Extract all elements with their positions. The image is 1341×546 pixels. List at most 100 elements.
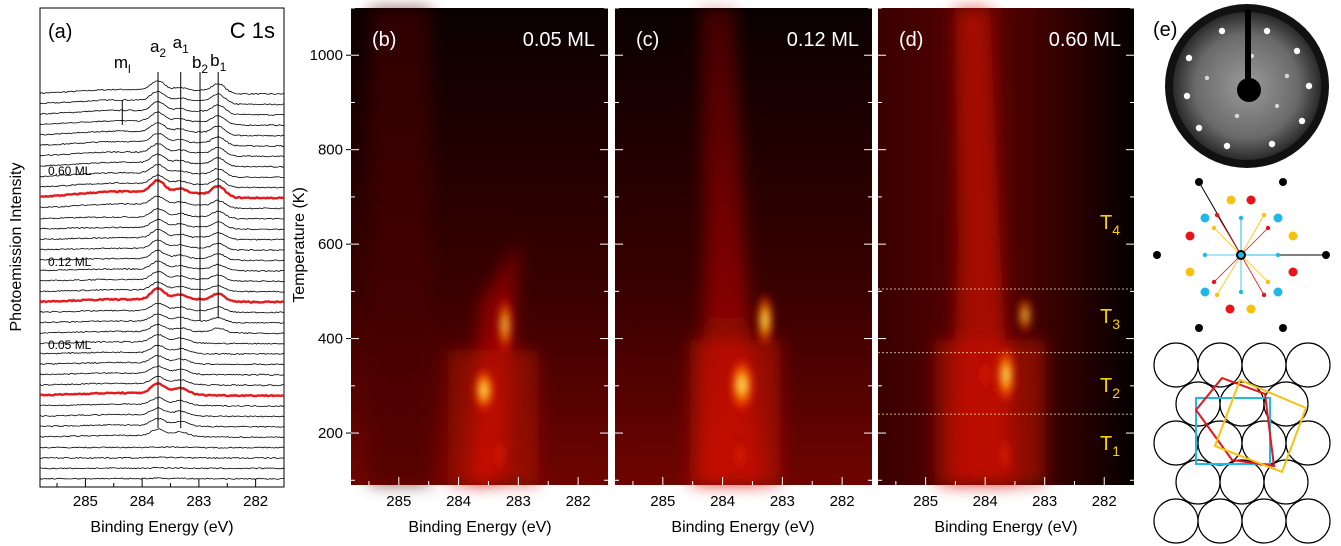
recip-spot [1246, 195, 1256, 205]
y-tick-label: 1000 [310, 47, 343, 64]
atom-circle [1263, 381, 1309, 427]
atom-circle [1153, 420, 1199, 466]
leed-spot [1305, 82, 1313, 90]
spectrum-line [39, 164, 284, 179]
y-tick-label: 200 [318, 425, 343, 442]
recip-spot [1195, 178, 1203, 186]
panel-e: (e) [1153, 4, 1331, 544]
recip-spot [1246, 304, 1256, 314]
recip-spot [1265, 225, 1271, 231]
leed-spot [1218, 27, 1226, 35]
x-tick-label: 284 [973, 493, 998, 510]
peak-label-b1: b1 [210, 51, 226, 74]
spectrum-line [39, 174, 285, 189]
spectrum-line [39, 122, 285, 137]
leed-spot [1293, 47, 1301, 55]
spectrum-line [39, 396, 285, 407]
recip-spot [1238, 215, 1244, 221]
recip-ray [1240, 214, 1265, 256]
reciprocal-space-diagram [1153, 178, 1330, 332]
panel-b-xlabel: Binding Energy (eV) [408, 519, 551, 536]
spectrum-label-005: 0.05 ML [48, 338, 92, 352]
atom-circle [1285, 498, 1331, 544]
panel-d-peaks [977, 295, 1033, 483]
x-tick-label: 284 [710, 493, 735, 510]
recip-spot [1185, 267, 1195, 277]
heatmap-axes: 285 284 283 282 200 400 600 800 1000 285 284 283 282… [310, 7, 1134, 510]
recip-spot [1226, 195, 1236, 205]
spectrum-line [40, 466, 285, 470]
highlighted-spectrum [39, 178, 285, 200]
recip-spot [1214, 292, 1220, 298]
leed-gun-arm [1245, 10, 1251, 88]
panel-b-letter: (b) [372, 29, 396, 51]
spectrum-line [39, 195, 284, 210]
heatmap-labels: (b) 0.05 ML (c) 0.12 ML (d) 0.60 ML [372, 29, 1121, 51]
panel-a-x-ticks: 285 284 283 282 [56, 479, 268, 510]
recip-spot [1238, 289, 1244, 295]
spectrum-line [40, 323, 285, 335]
unit-cell-yellow [1213, 378, 1308, 474]
real-space-model [1153, 342, 1331, 544]
spectrum-line [39, 271, 285, 283]
highlighted-spectrum [39, 382, 285, 398]
panel-b-heatmap [351, 8, 608, 485]
recip-spot [1279, 324, 1287, 332]
leed-spot [1223, 142, 1231, 150]
spectrum-line [39, 418, 284, 428]
recip-spot [1211, 279, 1217, 285]
recip-ray [1240, 254, 1269, 283]
atom-circle [1219, 459, 1265, 505]
peak-marker-lines [121, 72, 219, 428]
recip-ray [1213, 254, 1242, 283]
x-tick-label: 283 [770, 493, 795, 510]
recip-ray [1240, 227, 1269, 256]
highlighted-spectrum [39, 286, 285, 304]
panel-a-xlabel: Binding Energy (eV) [90, 519, 233, 536]
recip-spot [1200, 287, 1210, 297]
spectrum-label-012: 0.12 ML [48, 255, 92, 269]
leed-spot [1274, 103, 1280, 109]
recip-spot [1261, 292, 1267, 298]
recip-spot [1195, 324, 1203, 332]
spectrum-line [39, 228, 285, 241]
recip-ray [1216, 254, 1242, 296]
atom-circle [1153, 498, 1199, 544]
x-tick-label: 285 [913, 493, 938, 510]
spectrum-line [39, 80, 285, 95]
recip-spot [1273, 287, 1283, 297]
recip-spot [1275, 252, 1281, 258]
panel-d-letter: (d) [899, 29, 923, 51]
recip-spot [1185, 231, 1195, 241]
x-tick-label: 282 [830, 493, 855, 510]
recip-ray [1240, 254, 1265, 296]
temperature-dividers [878, 288, 1134, 415]
spectrum-line [40, 249, 285, 262]
peak-label-a1: a1 [173, 33, 189, 56]
recip-spot [1214, 212, 1220, 218]
spectrum-line [39, 477, 285, 480]
x-tick-label: 282 [1092, 493, 1117, 510]
spectrum-line [39, 90, 285, 106]
y-tick-label: 600 [318, 236, 343, 253]
x-tick-label: 282 [566, 493, 591, 510]
recip-spot [1225, 304, 1235, 314]
x-tick-label: 282 [243, 493, 268, 510]
spectrum-line [39, 260, 285, 272]
leed-spot [1185, 54, 1193, 62]
panel-a-letter: (a) [48, 21, 72, 43]
panel-e-letter: (e) [1153, 19, 1177, 41]
atom-circle [1153, 342, 1199, 388]
spectrum-line [39, 365, 285, 376]
panel-c-coverage: 0.12 ML [787, 29, 859, 51]
leed-spot [1183, 92, 1191, 100]
spectrum-line [39, 133, 285, 147]
x-tick-label: 284 [130, 493, 155, 510]
panel-d-coverage: 0.60 ML [1049, 29, 1121, 51]
panel-a-title: C 1s [230, 18, 275, 43]
recip-spot [1211, 225, 1217, 231]
spectra-group [39, 80, 285, 480]
spectrum-line [39, 207, 285, 220]
